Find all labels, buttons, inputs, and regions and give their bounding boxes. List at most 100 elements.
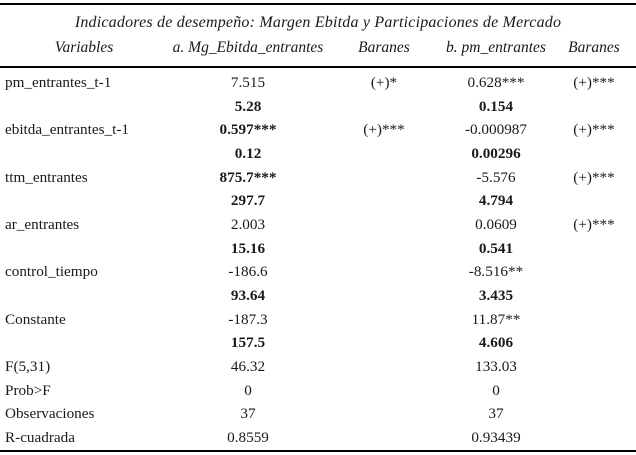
value-cell: 4.606	[478, 334, 514, 352]
value-cell: -0.000987	[464, 121, 527, 139]
value-cell: 0.154	[478, 97, 514, 115]
value-cell	[328, 284, 440, 308]
value-cell: -5.576	[476, 168, 516, 186]
col-header-pm-entrantes: b. pm_entrantes	[440, 35, 552, 68]
table-row: pm_entrantes_t-1 7.515 (+)* 0.628*** (+)***	[0, 67, 636, 95]
value-cell: 0.12	[234, 144, 262, 162]
row-label: R-cuadrada	[5, 429, 75, 447]
value-cell	[328, 355, 440, 379]
value-cell	[328, 261, 440, 285]
value-cell	[328, 213, 440, 237]
row-label: Constante	[5, 310, 66, 328]
value-cell: 11.87**	[471, 310, 521, 328]
value-cell: 0.93439	[471, 429, 521, 447]
row-label: Observaciones	[5, 405, 95, 423]
value-cell: 7.515	[230, 73, 266, 91]
value-cell: 3.435	[478, 287, 514, 305]
table-row: Prob>F 0 0	[0, 379, 636, 403]
table-row: 0.12 0.00296	[0, 142, 636, 166]
table-row: R-cuadrada 0.8559 0.93439	[0, 426, 636, 450]
table-title: Indicadores de desempeño: Margen Ebitda …	[74, 14, 562, 31]
value-cell: 37	[240, 405, 256, 423]
value-cell	[328, 308, 440, 332]
value-cell	[552, 142, 636, 166]
value-cell: 2.003	[230, 215, 266, 233]
value-cell: 37	[488, 405, 504, 423]
value-cell: 0.597***	[219, 121, 277, 139]
row-label: ebitda_entrantes_t-1	[5, 121, 129, 139]
value-cell	[552, 355, 636, 379]
value-cell	[552, 284, 636, 308]
value-cell: 93.64	[230, 287, 266, 305]
value-cell: 0	[492, 381, 500, 399]
value-cell: 5.28	[234, 97, 262, 115]
value-cell: -8.516**	[468, 263, 524, 281]
table-row: control_tiempo -186.6 -8.516**	[0, 261, 636, 285]
value-cell: 0.0609	[475, 215, 517, 233]
value-cell	[552, 426, 636, 450]
value-cell	[552, 261, 636, 285]
table-row: ar_entrantes 2.003 0.0609 (+)***	[0, 213, 636, 237]
value-cell: 0.628***	[467, 73, 525, 91]
table-row: 15.16 0.541	[0, 237, 636, 261]
value-cell: 0.00296	[471, 144, 521, 162]
value-cell	[328, 95, 440, 119]
table-row: ebitda_entrantes_t-1 0.597*** (+)*** -0.000…	[0, 118, 636, 142]
table-row: 297.7 4.794	[0, 189, 636, 213]
value-cell: 46.32	[230, 358, 266, 376]
value-cell: (+)***	[573, 168, 615, 186]
regression-results-table: Indicadores de desempeño: Margen Ebitda …	[0, 3, 636, 452]
value-cell: 0.541	[478, 239, 514, 257]
value-cell	[328, 403, 440, 427]
value-cell: (+)***	[363, 121, 405, 139]
col-header-baranes-a: Baranes	[328, 35, 440, 68]
value-cell: (+)***	[573, 73, 615, 91]
value-cell	[328, 189, 440, 213]
col-header-baranes-b: Baranes	[552, 35, 636, 68]
value-cell: 0	[244, 381, 252, 399]
value-cell: (+)***	[573, 215, 615, 233]
value-cell: 875.7***	[219, 168, 277, 186]
value-cell: 297.7	[230, 192, 266, 210]
table-row: Observaciones 37 37	[0, 403, 636, 427]
table-row: 93.64 3.435	[0, 284, 636, 308]
row-label: F(5,31)	[5, 358, 51, 376]
table-row: Constante -187.3 11.87**	[0, 308, 636, 332]
value-cell: 15.16	[230, 239, 266, 257]
value-cell: (+)*	[370, 73, 398, 91]
row-label	[0, 237, 168, 261]
row-label	[0, 95, 168, 119]
row-label: ar_entrantes	[5, 215, 80, 233]
value-cell	[552, 95, 636, 119]
table-row: F(5,31) 46.32 133.03	[0, 355, 636, 379]
col-header-variables: Variables	[0, 35, 168, 68]
value-cell: 4.794	[478, 192, 514, 210]
value-cell	[552, 379, 636, 403]
value-cell	[328, 166, 440, 190]
table-body: pm_entrantes_t-1 7.515 (+)* 0.628*** (+)*** 5…	[0, 67, 636, 450]
value-cell	[328, 237, 440, 261]
value-cell	[328, 426, 440, 450]
value-cell: (+)***	[573, 121, 615, 139]
col-header-mg-ebitda-entrantes: a. Mg_Ebitda_entrantes	[168, 35, 328, 68]
value-cell	[552, 308, 636, 332]
row-label: pm_entrantes_t-1	[5, 73, 112, 91]
value-cell	[328, 379, 440, 403]
value-cell	[328, 142, 440, 166]
value-cell: -186.6	[228, 263, 268, 281]
table-row: 5.28 0.154	[0, 95, 636, 119]
row-label	[0, 332, 168, 356]
header-row: Variables a. Mg_Ebitda_entrantes Baranes…	[0, 35, 636, 68]
value-cell: 157.5	[230, 334, 266, 352]
results-table: Variables a. Mg_Ebitda_entrantes Baranes…	[0, 35, 636, 450]
row-label	[0, 189, 168, 213]
value-cell: 0.8559	[227, 429, 269, 447]
value-cell: 133.03	[475, 358, 517, 376]
value-cell	[552, 332, 636, 356]
value-cell	[552, 237, 636, 261]
row-label	[0, 284, 168, 308]
row-label	[0, 142, 168, 166]
value-cell	[552, 189, 636, 213]
row-label: Prob>F	[5, 381, 51, 399]
